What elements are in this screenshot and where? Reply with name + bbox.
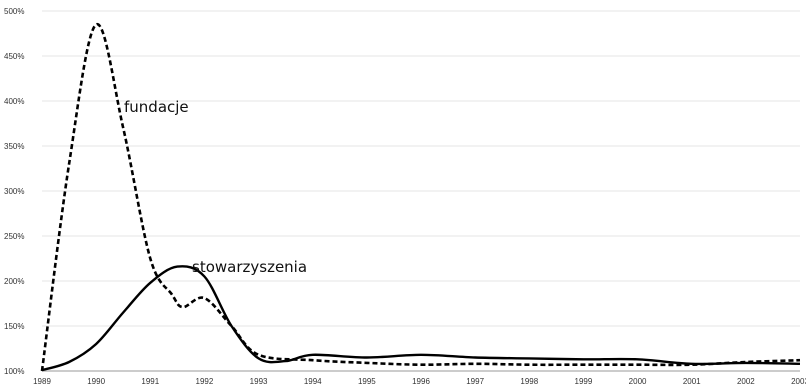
grid-lines: [42, 10, 800, 372]
x-tick-label: 1996: [412, 377, 430, 386]
y-axis-tick-labels: 100% 150% 200% 250% 300% 350% 400% 450% 500%: [4, 7, 24, 376]
y-tick-label: 150%: [4, 322, 24, 331]
x-tick-label: 2001: [683, 377, 701, 386]
y-tick-label: 400%: [4, 97, 24, 106]
x-tick-label: 1990: [87, 377, 105, 386]
y-tick-label: 500%: [4, 7, 24, 16]
series-line-fundacje: [40, 23, 801, 372]
y-tick-label: 200%: [4, 277, 24, 286]
x-tick-label: 2003: [791, 377, 806, 386]
series-label-fundacje: fundacje: [124, 98, 189, 116]
y-tick-label: 450%: [4, 52, 24, 61]
x-tick-label: 2002: [737, 377, 755, 386]
x-tick-label: 1995: [358, 377, 376, 386]
x-axis-tick-labels: 1989 1990 1991 1992 1993 1994 1995 1996 1997 1998…: [33, 377, 806, 386]
x-tick-label: 1991: [141, 377, 159, 386]
x-tick-label: 1992: [196, 377, 214, 386]
x-tick-label: 1993: [250, 377, 268, 386]
x-tick-label: 2000: [629, 377, 647, 386]
series-label-stowarzyszenia: stowarzyszenia: [192, 258, 307, 276]
y-tick-label: 300%: [4, 187, 24, 196]
x-tick-label: 1998: [520, 377, 538, 386]
x-tick-label: 1997: [466, 377, 484, 386]
y-tick-label: 350%: [4, 142, 24, 151]
y-tick-label: 250%: [4, 232, 24, 241]
x-tick-label: 1989: [33, 377, 51, 386]
x-tick-label: 1994: [304, 377, 322, 386]
y-tick-label: 100%: [4, 367, 24, 376]
x-tick-label: 1999: [575, 377, 593, 386]
series-lines: [40, 23, 801, 372]
series-line-stowarzyszenia: [41, 265, 801, 372]
